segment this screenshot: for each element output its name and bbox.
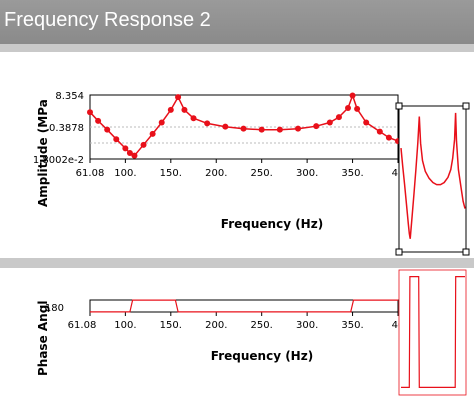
phase-pane: Phase Angl 180 61.08 100. 150. 200. 250. 300.… [0, 268, 474, 412]
amplitude-data-point [222, 123, 229, 130]
amplitude-data-point [126, 150, 133, 157]
amplitude-x-tick-label: 100. [114, 168, 136, 179]
title-separator [0, 44, 474, 52]
amplitude-data-point [131, 152, 138, 159]
amplitude-data-point [158, 119, 165, 126]
amplitude-x-tick-label: 250. [251, 168, 273, 179]
phase-chart: Phase Angl 180 61.08 100. 150. 200. 250. 300.… [36, 299, 405, 376]
amplitude-data-point [95, 117, 102, 124]
amplitude-data-point [385, 134, 392, 141]
amplitude-data-point [167, 106, 174, 113]
phase-y-tick-label: 180 [45, 303, 64, 314]
phase-series-line [90, 299, 398, 313]
phase-x-tick-label: 61.08 [68, 320, 97, 331]
amplitude-data-point [376, 128, 383, 135]
amplitude-data-point [258, 126, 265, 133]
amplitude-data-point [113, 136, 120, 143]
pane-separator[interactable] [0, 258, 474, 268]
amplitude-data-point [204, 120, 211, 127]
amplitude-data-point [140, 141, 147, 148]
amplitude-data-point [149, 130, 156, 137]
amplitude-data-point [349, 92, 356, 99]
phase-x-axis-label: Frequency (Hz) [211, 349, 313, 363]
amplitude-data-point [190, 115, 197, 122]
amplitude-data-point [395, 138, 401, 145]
amplitude-data-point [295, 125, 302, 132]
phase-x-tick-label: 150. [160, 320, 182, 331]
amplitude-data-point [363, 119, 370, 126]
window-title: Frequency Response 2 [4, 9, 211, 31]
amplitude-x-tick-label: 150. [160, 168, 182, 179]
amplitude-pane: Amplitude (MPa 8.354 0.3878 1.8002e-2 61… [0, 52, 474, 258]
amplitude-x-axis-label: Frequency (Hz) [221, 217, 323, 231]
phase-x-tick-label: 250. [251, 320, 273, 331]
amplitude-data-point [104, 126, 111, 133]
amplitude-data-point [122, 145, 129, 152]
amplitude-data-point [313, 123, 320, 130]
amplitude-data-point [240, 125, 247, 132]
amplitude-data-point [175, 94, 182, 101]
amplitude-data-point [354, 105, 361, 112]
phase-x-tick-label: 300. [296, 320, 318, 331]
amplitude-data-point [87, 109, 93, 116]
phase-x-tick-label: 40 [392, 320, 405, 331]
amplitude-x-tick-label: 350. [341, 168, 363, 179]
amplitude-y-tick-label: 8.354 [55, 91, 84, 102]
phase-x-tick-label: 100. [114, 320, 136, 331]
amplitude-data-point [326, 119, 333, 126]
phase-y-axis-label: Phase Angl [36, 301, 50, 376]
amplitude-y-tick-label: 1.8002e-2 [33, 155, 84, 166]
window-title-bar[interactable]: Frequency Response 2 [0, 0, 474, 44]
amplitude-data-point [335, 114, 342, 121]
amplitude-chart: Amplitude (MPa 8.354 0.3878 1.8002e-2 61… [33, 91, 405, 231]
amplitude-x-tick-label: 61.08 [76, 168, 105, 179]
amplitude-x-tick-label: 300. [296, 168, 318, 179]
amplitude-data-point [181, 106, 188, 113]
phase-x-tick-label: 350. [341, 320, 363, 331]
amplitude-y-axis-label: Amplitude (MPa [36, 99, 50, 207]
amplitude-x-tick-label: 200. [205, 168, 227, 179]
amplitude-x-tick-label: 40 [392, 168, 405, 179]
amplitude-data-point [345, 105, 352, 112]
amplitude-data-point [276, 126, 283, 133]
phase-x-tick-label: 200. [205, 320, 227, 331]
amplitude-y-tick-label: 0.3878 [49, 123, 84, 134]
